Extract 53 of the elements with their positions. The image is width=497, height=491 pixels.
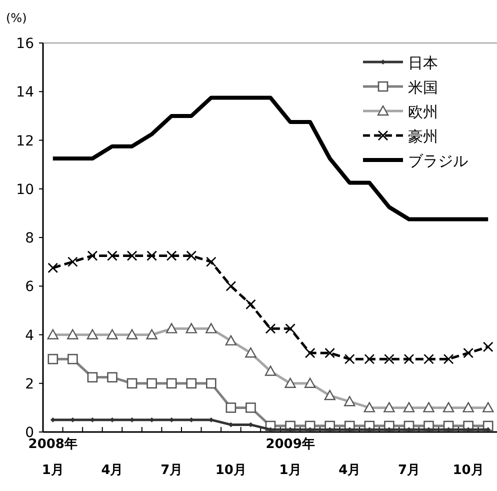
x-tick-label: 2008年 1月 (28, 437, 78, 478)
point (126, 378, 138, 389)
x-tick-label: 7月 (398, 463, 420, 478)
point (67, 256, 78, 268)
x-tick-label: 4月 (101, 463, 124, 478)
point (126, 250, 138, 261)
point (68, 354, 78, 364)
x-tick-label: 7月 (160, 463, 183, 478)
point (285, 323, 296, 334)
x-tick-label: 10月 (452, 463, 484, 478)
point (265, 323, 276, 334)
y-tick-label: 12 (16, 133, 34, 150)
point (206, 256, 216, 268)
point (364, 354, 375, 364)
y-tick-label: 16 (16, 36, 34, 52)
point (443, 354, 454, 364)
point (146, 250, 158, 261)
legend-label: 米国 (408, 78, 438, 96)
point (482, 342, 494, 352)
point (246, 402, 256, 413)
y-tick-label: 14 (16, 84, 34, 101)
legend-label: 日本 (408, 54, 438, 72)
point (166, 250, 177, 261)
y-tick-label: 10 (16, 182, 34, 198)
point (246, 299, 256, 310)
point (206, 378, 216, 389)
point (324, 348, 336, 358)
point (186, 378, 197, 389)
point (344, 354, 355, 364)
x-tick-label: 4月 (338, 463, 361, 478)
point (166, 378, 177, 389)
y-tick-label: 2 (25, 376, 34, 392)
point (226, 280, 236, 292)
x-tick-label: 2009年 1月 (266, 437, 315, 478)
y-tick-label: 4 (25, 328, 34, 344)
point (404, 354, 414, 364)
point (107, 372, 118, 382)
y-tick-label: 6 (25, 279, 34, 296)
point (226, 402, 236, 413)
point (186, 250, 197, 261)
point (384, 354, 394, 364)
point (87, 372, 98, 382)
x-tick-label: 10月 (215, 463, 246, 478)
y-tick-label: 8 (25, 230, 34, 246)
y-axis-title: (%) (6, 11, 27, 25)
point (463, 348, 474, 358)
point (87, 250, 98, 261)
point (304, 348, 316, 358)
point (48, 262, 58, 274)
point (48, 354, 58, 364)
point (107, 250, 118, 261)
point (424, 354, 434, 364)
point (146, 378, 157, 389)
